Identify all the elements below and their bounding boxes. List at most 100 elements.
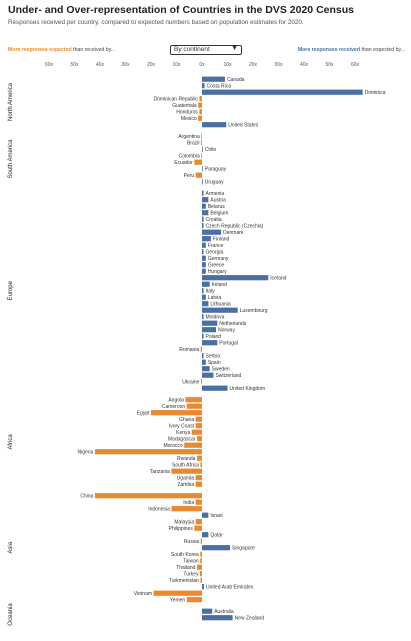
bar-label: Ecuador: [174, 160, 193, 166]
group-label: Europe: [8, 280, 14, 300]
bar: [202, 146, 203, 152]
bar: [202, 385, 228, 391]
bar: [202, 584, 205, 590]
grouping-dropdown-value: By continent: [174, 46, 210, 53]
bar: [199, 571, 202, 577]
bar-label: Colombia: [179, 154, 200, 160]
bar: [195, 416, 202, 422]
legend-over: More responses received than expected by…: [298, 47, 405, 53]
bar-label: Nigeria: [78, 450, 94, 456]
axis-tick-label: 30x: [274, 62, 283, 68]
bar: [194, 159, 202, 165]
bar: [200, 577, 202, 583]
bar-label: Israel: [210, 513, 222, 519]
grouping-dropdown[interactable]: By continent ▼: [170, 45, 242, 55]
bar: [200, 346, 202, 352]
bar: [202, 89, 363, 95]
bar-label: Denmark: [223, 230, 244, 236]
bar: [195, 172, 202, 178]
bar: [202, 353, 204, 359]
bar: [202, 294, 206, 300]
bar-label: Georgia: [206, 250, 224, 256]
bar-label: Cameroon: [162, 404, 186, 410]
bar: [199, 96, 202, 102]
bar: [202, 249, 204, 255]
bar: [202, 320, 218, 326]
bar: [200, 140, 202, 146]
bar-label: New Zealand: [235, 616, 265, 622]
bar: [202, 262, 206, 268]
bar: [171, 506, 202, 512]
group-label: Oceania: [8, 603, 14, 626]
bar: [202, 76, 225, 82]
bar: [202, 307, 238, 313]
chart-title: Under- and Over-representation of Countr…: [8, 4, 354, 16]
bar-label: Zambia: [177, 482, 194, 488]
bar-label: Greece: [208, 263, 225, 269]
bar-label: Dominican Republic: [153, 97, 198, 103]
bar: [201, 133, 203, 139]
bar-label: Lithuania: [210, 302, 231, 308]
bar: [202, 229, 222, 235]
bar: [202, 242, 206, 248]
bar-label: Iceland: [270, 276, 286, 282]
bar-label: Turkey: [183, 572, 199, 578]
group-label: North America: [8, 82, 14, 121]
axis-tick-label: 0x: [199, 62, 205, 68]
bar: [195, 499, 202, 505]
bar: [202, 314, 204, 320]
bar: [199, 109, 202, 115]
bar-label: Italy: [206, 289, 216, 295]
bar-label: Paraguay: [205, 167, 227, 173]
bar-label: United Kingdom: [230, 386, 266, 392]
axis-tick-label: 60x: [45, 62, 54, 68]
bar: [195, 423, 202, 429]
bar: [195, 519, 202, 525]
bar: [201, 153, 203, 159]
axis-tick-label: 40x: [300, 62, 309, 68]
bar: [202, 236, 211, 242]
bar-label: Honduros: [176, 110, 198, 116]
bar-label: Taiwan: [183, 559, 199, 565]
bar: [194, 525, 202, 531]
bar-label: Qatar: [210, 533, 223, 539]
bar-label: United States: [228, 123, 259, 129]
bar-label: Chile: [205, 147, 217, 153]
group-label: South America: [8, 139, 14, 179]
bar-label: Romania: [179, 347, 199, 353]
bar-label: China: [80, 494, 93, 500]
chart-subtitle: Responses received per country, compared…: [8, 19, 304, 26]
bar: [202, 190, 204, 196]
bar: [202, 203, 206, 209]
bar: [202, 255, 206, 261]
bar-label: Austria: [210, 198, 226, 204]
bar-label: Angola: [168, 398, 184, 404]
bar-label: Spain: [208, 360, 221, 366]
bar: [202, 333, 204, 339]
bar-label: Kenya: [176, 430, 190, 436]
bar: [186, 403, 202, 409]
bar: [191, 429, 202, 435]
bar: [171, 468, 202, 474]
bar-label: Tanzania: [150, 469, 170, 475]
bar-label: Turkmenistan: [169, 578, 199, 584]
bar-label: Serbia: [206, 354, 221, 360]
bar-label: United Arab Emirates: [206, 585, 254, 591]
bar-label: Czech Republic (Czechia): [206, 224, 264, 230]
axis-tick-label: 10x: [223, 62, 232, 68]
legend-under-rest: than received by...: [71, 47, 116, 53]
bar: [195, 475, 202, 481]
bar-label: Brazil: [187, 141, 200, 147]
bar: [185, 397, 202, 403]
group-label: Africa: [8, 434, 14, 450]
bar: [196, 455, 202, 461]
bar-label: Ghana: [179, 417, 194, 423]
bar: [202, 197, 209, 203]
bar-label: Russia: [184, 539, 200, 545]
bar-label: Malaysia: [174, 520, 194, 526]
bar-label: France: [208, 243, 224, 249]
bar-label: Rwanda: [177, 456, 196, 462]
axis-tick-label: 30x: [121, 62, 130, 68]
bar-label: India: [183, 500, 194, 506]
bar: [200, 462, 202, 468]
